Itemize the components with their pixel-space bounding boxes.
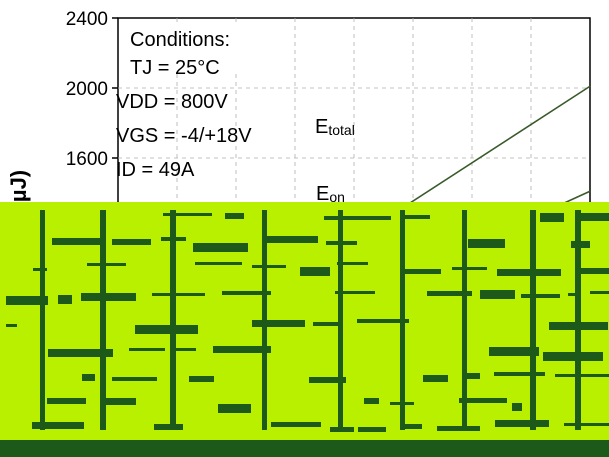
noise-column [462, 210, 467, 430]
noise-block [324, 216, 391, 220]
noise-column [338, 210, 343, 430]
noise-block [87, 263, 126, 266]
noise-block [32, 422, 84, 429]
noise-block [494, 372, 545, 376]
noise-block [576, 213, 609, 221]
noise-block [564, 423, 609, 426]
noise-block [252, 320, 305, 327]
noise-block [495, 420, 549, 427]
noise-block [58, 295, 72, 304]
conditions-heading: Conditions: [130, 29, 230, 51]
noise-block [358, 427, 386, 432]
noise-block [590, 291, 609, 294]
noise-block [189, 376, 214, 382]
noise-block [101, 398, 136, 405]
noise-block [427, 291, 472, 296]
noise-block [300, 267, 330, 276]
noise-block [6, 324, 17, 327]
noise-column [530, 210, 536, 430]
noise-block [81, 293, 136, 301]
y-tick-label: 2400 [66, 9, 108, 30]
noise-block [335, 291, 375, 294]
noise-column [170, 210, 176, 430]
noise-block [357, 319, 409, 323]
noise-block [459, 398, 507, 403]
noise-block [555, 374, 609, 377]
noise-block [252, 265, 286, 268]
noise-block [129, 348, 165, 351]
noise-block [47, 398, 86, 404]
noise-block [222, 291, 271, 295]
noise-column [400, 210, 405, 430]
noise-block [163, 213, 212, 216]
noise-column [40, 210, 45, 430]
noise-block [364, 398, 379, 404]
conditions-box: Conditions: TJ = 25°C VDD = 800V VGS = -… [116, 24, 254, 181]
condition-vdd: VDD = 800V [116, 91, 228, 113]
noise-block [82, 374, 95, 381]
noise-block [112, 239, 151, 245]
noise-block [135, 325, 198, 334]
noise-block [52, 238, 102, 245]
eon-label: Eon [316, 183, 345, 205]
noise-block [577, 268, 609, 274]
noise-block [400, 424, 422, 429]
noise-block [405, 269, 441, 274]
noise-block [172, 348, 196, 351]
noise-block [423, 375, 448, 382]
noise-block [489, 347, 539, 356]
noise-block [568, 293, 579, 296]
noise-block [497, 269, 561, 276]
condition-tj: TJ = 25°C [130, 57, 220, 79]
noise-block [218, 404, 251, 413]
noise-block [195, 262, 242, 265]
y-tick-label: 2000 [66, 79, 108, 100]
noise-block [313, 322, 342, 326]
noise-block [452, 267, 487, 270]
noise-overlay [0, 202, 609, 457]
noise-block [464, 373, 480, 379]
etotal-label: Etotal [315, 116, 355, 138]
noise-block [512, 403, 522, 411]
noise-block [543, 352, 603, 361]
noise-block [271, 422, 321, 427]
noise-block [468, 239, 505, 248]
noise-block [6, 296, 48, 305]
condition-vgs: VGS = -4/+18V [116, 125, 252, 147]
noise-block [152, 293, 205, 296]
y-tick-label: 1600 [66, 149, 108, 170]
noise-block [404, 215, 430, 219]
noise-column [100, 210, 106, 430]
noise-block [112, 377, 157, 381]
noise-block [480, 290, 515, 299]
condition-id: ID = 49A [116, 159, 195, 181]
noise-block [48, 349, 113, 357]
noise-column [575, 210, 581, 430]
noise-block [213, 346, 271, 353]
noise-block [540, 213, 564, 222]
noise-block [309, 377, 346, 383]
noise-block [521, 294, 560, 298]
noise-block [225, 213, 244, 219]
noise-block [193, 243, 248, 252]
noise-block [154, 424, 183, 430]
noise-column [262, 210, 267, 430]
noise-footer [0, 440, 609, 457]
noise-block [337, 262, 368, 265]
noise-block [437, 426, 480, 431]
noise-block [264, 236, 318, 243]
